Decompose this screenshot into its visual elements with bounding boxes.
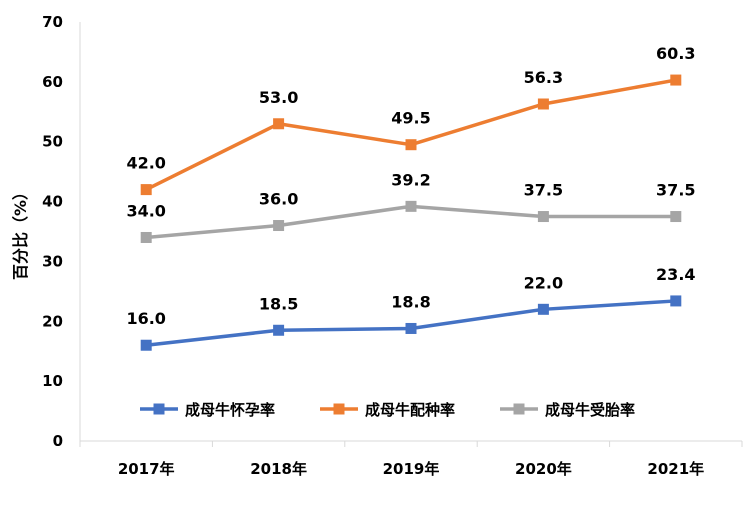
data-label: 22.0: [524, 273, 563, 292]
data-label: 49.5: [391, 109, 430, 128]
data-label: 56.3: [524, 68, 563, 87]
x-tick-label: 2018年: [250, 460, 307, 478]
legend-marker: [333, 403, 345, 415]
legend-label: 成母牛怀孕率: [185, 401, 275, 419]
data-point: [273, 324, 285, 336]
data-label: 60.3: [656, 44, 695, 63]
data-label: 34.0: [126, 201, 165, 220]
y-tick-label: 60: [42, 73, 63, 91]
x-axis-ticks: 2017年 2018年 2019年 2020年 2021年: [79, 441, 743, 478]
data-label: 39.2: [391, 170, 430, 189]
data-point: [537, 303, 549, 315]
data-point: [273, 118, 285, 130]
data-label: 37.5: [524, 181, 563, 200]
data-labels: 16.0 18.5 18.8 22.0 23.4 42.0 53.0 49.5 56.3 60.3…: [126, 44, 695, 328]
x-tick-label: 2019年: [383, 460, 440, 478]
data-label: 42.0: [126, 154, 165, 173]
y-tick-label: 70: [42, 13, 63, 31]
y-tick-label: 50: [42, 133, 63, 151]
y-tick-label: 10: [42, 372, 63, 390]
series-layer: [140, 74, 682, 351]
legend-marker: [513, 403, 525, 415]
y-axis-ticks: 0 10 20 30 40 50 60 70: [42, 13, 63, 450]
x-tick-label: 2017年: [118, 460, 175, 478]
legend-label: 成母牛受胎率: [545, 401, 635, 419]
data-label: 23.4: [656, 265, 695, 284]
data-point: [670, 74, 682, 86]
data-label: 36.0: [259, 190, 298, 209]
legend: 成母牛怀孕率 成母牛配种率 成母牛受胎率: [140, 401, 635, 419]
y-tick-label: 20: [42, 312, 63, 330]
data-point: [670, 211, 682, 223]
y-tick-label: 0: [53, 432, 63, 450]
data-label: 18.5: [259, 294, 298, 313]
legend-marker: [153, 403, 165, 415]
x-tick-label: 2020年: [515, 460, 572, 478]
data-point: [537, 211, 549, 223]
y-tick-label: 40: [42, 193, 63, 211]
x-tick-label: 2021年: [647, 460, 704, 478]
data-point: [140, 231, 152, 243]
data-point: [405, 322, 417, 334]
legend-label: 成母牛配种率: [365, 401, 455, 419]
data-point: [140, 339, 152, 351]
data-point: [140, 184, 152, 196]
data-label: 37.5: [656, 181, 695, 200]
y-tick-label: 30: [42, 252, 63, 270]
y-axis-label: 百分比（%）: [11, 184, 30, 280]
data-label: 16.0: [126, 309, 165, 328]
data-point: [405, 139, 417, 151]
data-point: [273, 220, 285, 232]
data-label: 53.0: [259, 88, 298, 107]
data-label: 18.8: [391, 292, 430, 311]
data-point: [537, 98, 549, 110]
data-point: [670, 295, 682, 307]
data-point: [405, 200, 417, 212]
plot-area: [79, 22, 742, 442]
